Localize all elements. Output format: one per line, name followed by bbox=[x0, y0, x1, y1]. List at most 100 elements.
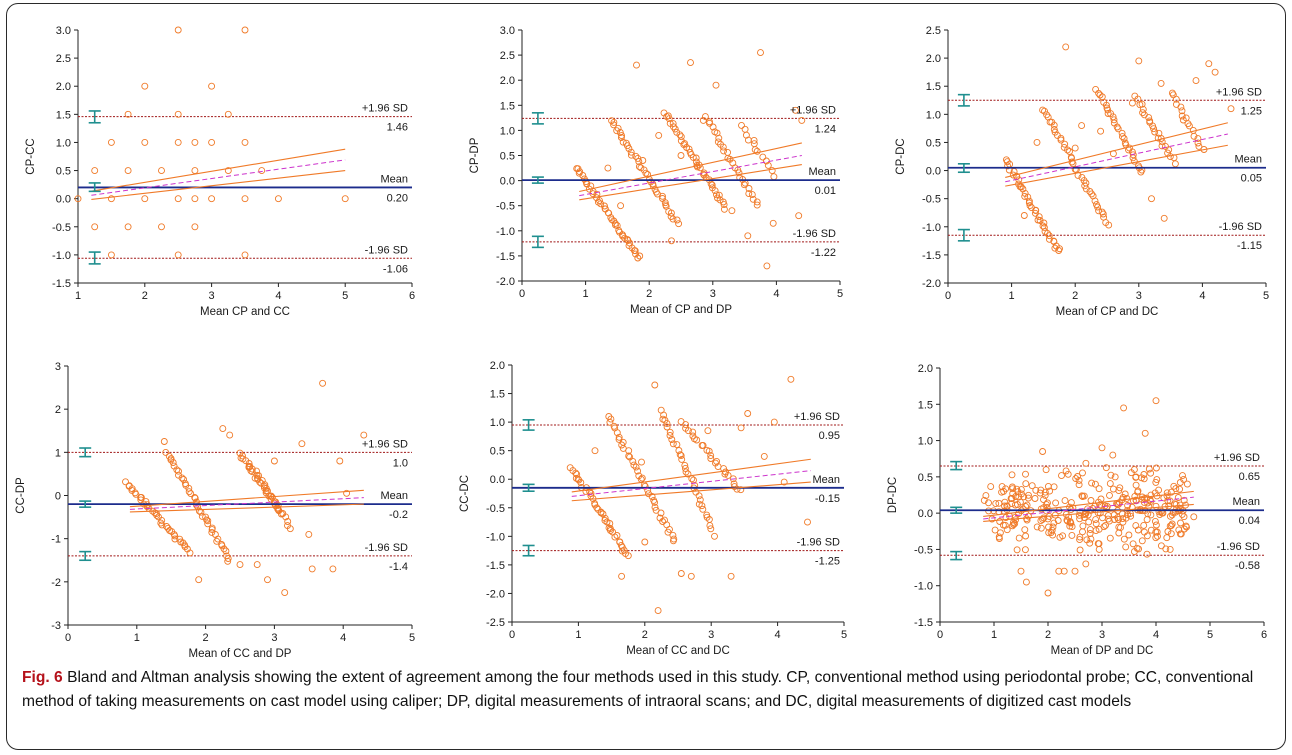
y-tick-label: 0.5 bbox=[918, 472, 933, 484]
data-point bbox=[284, 518, 292, 525]
lower-loa-label: -1.96 SD bbox=[1219, 221, 1262, 233]
data-point bbox=[1152, 464, 1160, 472]
data-point bbox=[274, 195, 282, 203]
data-point bbox=[632, 152, 640, 160]
data-point bbox=[1082, 560, 1090, 568]
y-axis-label: CP-DC bbox=[895, 138, 907, 174]
data-point bbox=[1150, 125, 1158, 133]
y-tick-label: -3 bbox=[51, 620, 61, 632]
data-point bbox=[661, 416, 669, 424]
upper-loa-value: 1.46 bbox=[387, 122, 408, 134]
data-point bbox=[740, 181, 748, 189]
data-point bbox=[636, 252, 644, 260]
x-tick-label: 4 bbox=[1153, 629, 1159, 641]
regression-line bbox=[571, 470, 811, 497]
y-tick-label: 1.0 bbox=[926, 109, 941, 121]
data-point bbox=[1058, 472, 1065, 480]
data-point bbox=[1004, 162, 1012, 170]
data-point bbox=[187, 490, 195, 498]
data-point bbox=[667, 209, 675, 217]
data-point bbox=[1129, 497, 1137, 505]
data-point bbox=[610, 118, 618, 126]
x-tick-label: 3 bbox=[1136, 290, 1142, 302]
data-point bbox=[1192, 77, 1200, 85]
data-point bbox=[258, 167, 266, 175]
data-point bbox=[141, 82, 149, 90]
mean-label: Mean bbox=[1234, 154, 1262, 166]
data-point bbox=[599, 510, 607, 518]
data-point bbox=[1177, 519, 1184, 527]
data-point bbox=[715, 134, 723, 142]
data-point bbox=[1106, 534, 1114, 542]
data-point bbox=[174, 26, 182, 34]
data-point bbox=[596, 197, 603, 205]
data-point bbox=[1185, 122, 1193, 130]
y-tick-label: -0.5 bbox=[914, 544, 933, 556]
data-point bbox=[1095, 525, 1103, 533]
data-point bbox=[699, 116, 707, 124]
data-point bbox=[1036, 489, 1044, 497]
data-point bbox=[720, 201, 728, 209]
data-point bbox=[245, 460, 253, 467]
data-point bbox=[1017, 567, 1025, 575]
data-point bbox=[1025, 491, 1032, 499]
data-point bbox=[329, 565, 337, 573]
data-point bbox=[745, 190, 753, 198]
data-point bbox=[727, 572, 735, 580]
data-point bbox=[1076, 536, 1084, 544]
data-point bbox=[744, 136, 752, 144]
data-point bbox=[1012, 516, 1020, 524]
data-point bbox=[124, 167, 132, 175]
y-tick-label: -1.0 bbox=[496, 226, 515, 238]
data-point bbox=[1195, 142, 1203, 150]
x-tick-label: 0 bbox=[937, 629, 943, 641]
regression-ci-lower bbox=[1005, 144, 1228, 187]
data-point bbox=[264, 487, 271, 495]
data-point bbox=[281, 589, 289, 597]
data-point bbox=[1120, 535, 1128, 543]
data-point bbox=[1042, 466, 1050, 474]
data-point bbox=[1037, 486, 1045, 494]
regression-ci-upper bbox=[91, 148, 346, 192]
data-point bbox=[670, 123, 677, 131]
x-axis-label: Mean of CC and DP bbox=[189, 648, 292, 660]
data-point bbox=[657, 509, 665, 517]
data-point bbox=[286, 525, 294, 533]
data-point bbox=[709, 123, 717, 131]
data-point bbox=[1105, 221, 1113, 229]
data-point bbox=[204, 520, 212, 528]
data-point bbox=[606, 520, 614, 527]
upper-loa-label: +1.96 SD bbox=[362, 103, 408, 115]
data-point bbox=[208, 528, 216, 536]
y-tick-label: -1.5 bbox=[52, 278, 71, 290]
data-point bbox=[630, 461, 638, 469]
data-point bbox=[664, 528, 672, 536]
data-point bbox=[1132, 481, 1140, 489]
data-point bbox=[663, 423, 671, 431]
regression-ci-upper bbox=[983, 490, 1194, 517]
data-point bbox=[1032, 206, 1040, 214]
data-point bbox=[666, 432, 674, 439]
data-point bbox=[695, 492, 703, 500]
x-axis-label: Mean of CC and DC bbox=[626, 645, 730, 657]
figure-label: Fig. 6 bbox=[22, 669, 63, 686]
data-point bbox=[678, 455, 686, 463]
data-point bbox=[208, 526, 216, 534]
data-point bbox=[270, 457, 278, 465]
x-tick-label: 0 bbox=[519, 288, 525, 300]
data-point bbox=[982, 492, 990, 500]
data-point bbox=[1044, 229, 1051, 237]
data-point bbox=[1079, 469, 1086, 477]
data-point bbox=[1080, 511, 1088, 519]
data-point bbox=[1022, 578, 1030, 586]
data-point bbox=[1082, 459, 1090, 467]
x-tick-label: 2 bbox=[203, 632, 209, 644]
data-point bbox=[1145, 503, 1153, 511]
data-point bbox=[708, 181, 716, 189]
data-point bbox=[624, 552, 632, 560]
regression-line bbox=[579, 155, 802, 197]
data-point bbox=[1003, 502, 1011, 510]
y-tick-label: 1.0 bbox=[918, 436, 933, 448]
data-point bbox=[1166, 512, 1174, 520]
data-point bbox=[996, 518, 1004, 525]
